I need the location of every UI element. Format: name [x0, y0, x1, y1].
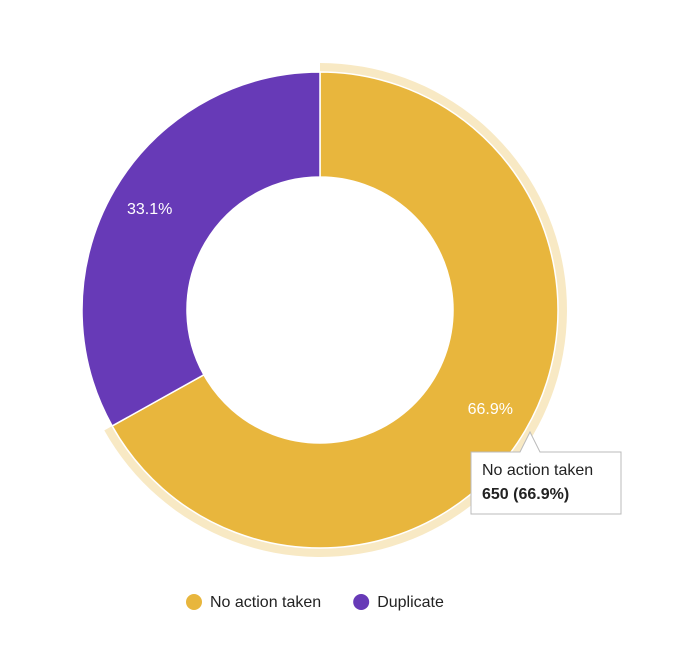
- slice: [111, 71, 559, 549]
- slice: [81, 71, 321, 427]
- legend-marker: [353, 594, 370, 610]
- data-label: 66.9%: [468, 401, 513, 418]
- legend-label: Duplicate: [377, 594, 444, 611]
- tooltip: No action taken 650 (66.9%): [470, 430, 622, 515]
- tooltip-box: [470, 430, 622, 515]
- tooltip-value: 650 (66.9%): [482, 486, 569, 503]
- legend-marker: [186, 594, 202, 610]
- legend-label: No action taken: [210, 594, 321, 611]
- tooltip-title: No action taken: [482, 462, 593, 479]
- data-label: 33.1%: [127, 201, 172, 218]
